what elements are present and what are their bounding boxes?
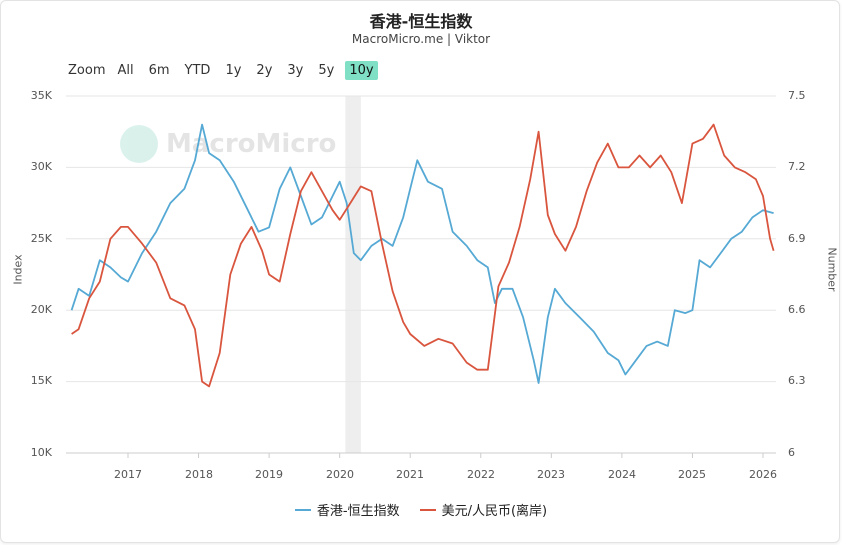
zoom-bar: Zoom All 6m YTD 1y 2y 3y 5y 10y <box>68 60 385 80</box>
y-right-tick-6.6: 6.6 <box>788 303 806 316</box>
chart-title: 香港-恒生指数 <box>369 12 473 31</box>
watermark-text: MacroMicro <box>166 129 337 159</box>
x-tick-2024: 2024 <box>608 468 636 481</box>
y-right-tick-7.2: 7.2 <box>788 160 806 173</box>
x-tick-2018: 2018 <box>185 468 213 481</box>
x-tick-2017: 2017 <box>114 468 142 481</box>
x-tick-2020: 2020 <box>326 468 354 481</box>
y-left-tick-10k: 10K <box>30 446 52 459</box>
x-tick-2019: 2019 <box>255 468 283 481</box>
x-tick-2022: 2022 <box>467 468 495 481</box>
y-left-tick-20k: 20K <box>30 303 52 316</box>
zoom-2y-button[interactable]: 2y <box>256 62 273 78</box>
x-tick-2023: 2023 <box>537 468 565 481</box>
y-right-tick-6.9: 6.9 <box>788 232 806 245</box>
chart-legend: 香港-恒生指数 美元/人民币(离岸) <box>0 500 842 519</box>
zoom-all-button[interactable]: All <box>117 62 134 78</box>
zoom-10y-button[interactable]: 10y <box>345 60 378 80</box>
zoom-1y-button[interactable]: 1y <box>225 62 242 78</box>
series-line-usdcnh[interactable] <box>71 123 775 388</box>
shaded-region <box>345 96 361 453</box>
legend-label-usdcnh: 美元/人民币(离岸) <box>441 504 548 519</box>
zoom-5y-button[interactable]: 5y <box>318 62 335 78</box>
y-left-tick-15k: 15K <box>30 374 52 387</box>
y-left-tick-30k: 30K <box>30 160 52 173</box>
x-tick-2021: 2021 <box>396 468 424 481</box>
chart-subtitle: MacroMicro.me | Viktor <box>351 32 491 46</box>
legend-label-hsi: 香港-恒生指数 <box>316 504 400 519</box>
y-left-tick-35k: 35K <box>30 89 52 102</box>
y-right-axis-title: Number <box>825 247 839 292</box>
macromicro-watermark: MacroMicro <box>120 125 336 163</box>
legend-swatch-hsi <box>294 508 311 511</box>
legend-item-usdcnh[interactable]: 美元/人民币(离岸) <box>419 500 548 519</box>
y-right-tick-6.3: 6.3 <box>788 374 806 387</box>
y-left-tick-25k: 25K <box>30 232 52 245</box>
zoom-6m-button[interactable]: 6m <box>148 62 170 78</box>
legend-swatch-usdcnh <box>419 508 436 511</box>
y-left-axis-title: Index <box>11 254 25 285</box>
x-tick-2026: 2026 <box>749 468 777 481</box>
legend-item-hsi[interactable]: 香港-恒生指数 <box>294 500 400 519</box>
zoom-ytd-button[interactable]: YTD <box>184 62 211 78</box>
zoom-3y-button[interactable]: 3y <box>287 62 304 78</box>
x-tick-2025: 2025 <box>678 468 706 481</box>
series-line-hsi[interactable] <box>70 123 774 384</box>
macromicro-logo-icon <box>120 125 158 163</box>
y-right-tick-6: 6 <box>788 446 795 459</box>
zoom-label: Zoom <box>68 62 106 78</box>
y-right-tick-7.5: 7.5 <box>788 89 806 102</box>
